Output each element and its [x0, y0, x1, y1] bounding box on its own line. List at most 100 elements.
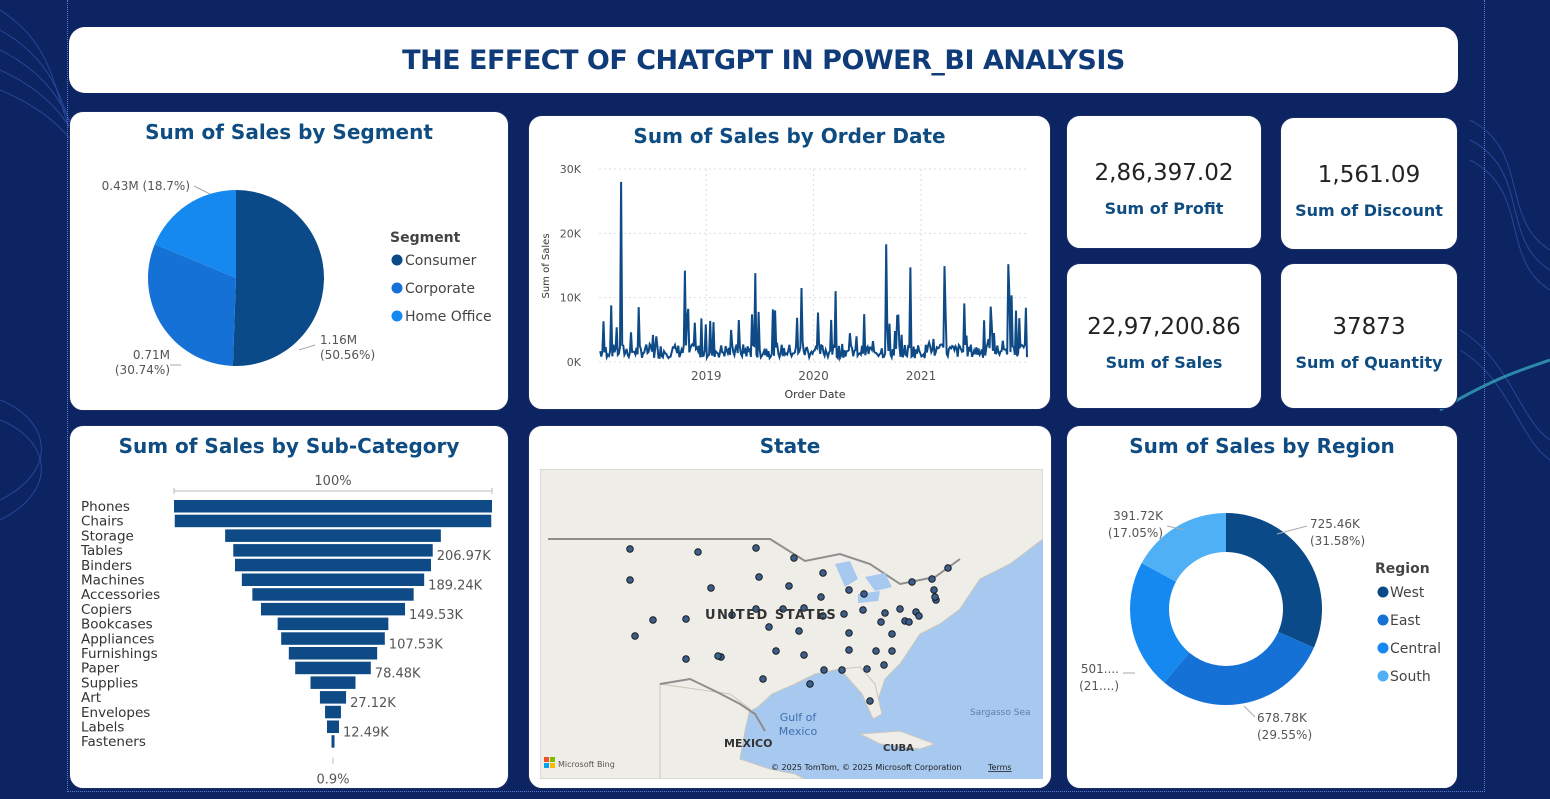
- region-donut-card[interactable]: Sum of Sales by Region 725.46K (31.58%) 67…: [1066, 425, 1458, 789]
- state-marker[interactable]: [880, 661, 888, 669]
- state-marker[interactable]: [800, 651, 808, 659]
- state-marker[interactable]: [752, 605, 760, 613]
- state-marker[interactable]: [682, 615, 690, 623]
- funnel-bar-fasteners[interactable]: [331, 735, 335, 748]
- state-marker[interactable]: [806, 680, 814, 688]
- legend-marker[interactable]: [1377, 670, 1389, 682]
- segment-pie-chart[interactable]: 1.16M (50.56%)0.71M (30.74%)0.43M (18.7%)S…: [70, 112, 510, 412]
- legend-label[interactable]: Consumer: [405, 253, 477, 269]
- state-marker[interactable]: [928, 575, 936, 583]
- legend-marker[interactable]: [1377, 586, 1389, 598]
- state-marker[interactable]: [859, 606, 867, 614]
- legend-label[interactable]: South: [1390, 669, 1431, 685]
- legend-label[interactable]: Corporate: [405, 281, 475, 297]
- state-marker[interactable]: [631, 632, 639, 640]
- state-marker[interactable]: [728, 611, 736, 619]
- state-marker[interactable]: [785, 582, 793, 590]
- state-marker[interactable]: [800, 604, 808, 612]
- legend-label[interactable]: Central: [1390, 641, 1441, 657]
- state-marker[interactable]: [877, 618, 885, 626]
- state-marker[interactable]: [790, 554, 798, 562]
- state-marker[interactable]: [779, 605, 787, 613]
- state-marker[interactable]: [860, 590, 868, 598]
- state-marker[interactable]: [819, 612, 827, 620]
- state-marker[interactable]: [845, 629, 853, 637]
- order-date-line-card[interactable]: Sum of Sales by Order Date 0K 10K 20K 30K 20…: [528, 115, 1051, 410]
- state-marker[interactable]: [759, 675, 767, 683]
- funnel-bar-bookcases[interactable]: [277, 617, 389, 631]
- state-marker[interactable]: [944, 564, 952, 572]
- legend-marker[interactable]: [391, 310, 403, 322]
- funnel-bar-tables[interactable]: [233, 544, 433, 557]
- state-marker[interactable]: [819, 569, 827, 577]
- state-marker[interactable]: [817, 593, 825, 601]
- funnel-bar-paper[interactable]: [295, 661, 371, 675]
- state-marker[interactable]: [795, 627, 803, 635]
- state-map[interactable]: UNITED STATES Gulf of Mexico MEXICO CUBA…: [540, 469, 1043, 779]
- funnel-bar-chairs[interactable]: [174, 514, 492, 528]
- pie-slice-home-office[interactable]: [154, 190, 236, 278]
- state-marker[interactable]: [931, 593, 939, 601]
- state-marker[interactable]: [866, 697, 874, 705]
- segment-pie-card[interactable]: Sum of Sales by Segment 1.16M (50.56%) 0.7…: [69, 111, 509, 411]
- region-donut-chart[interactable]: 725.46K (31.58%) 678.78K (29.55%) 501.... (21…: [1067, 426, 1459, 790]
- pie-slice-corporate[interactable]: [148, 244, 236, 366]
- state-marker[interactable]: [872, 647, 880, 655]
- state-marker[interactable]: [694, 548, 702, 556]
- state-marker[interactable]: [840, 610, 848, 618]
- funnel-bar-storage[interactable]: [225, 529, 441, 542]
- legend-label[interactable]: East: [1390, 613, 1421, 629]
- state-marker[interactable]: [888, 630, 896, 638]
- state-marker[interactable]: [915, 612, 923, 620]
- state-marker[interactable]: [863, 665, 871, 673]
- state-marker[interactable]: [626, 545, 634, 553]
- funnel-bar-machines[interactable]: [241, 573, 425, 587]
- funnel-bar-labels[interactable]: [326, 720, 340, 734]
- state-marker[interactable]: [881, 609, 889, 617]
- state-marker[interactable]: [752, 544, 760, 552]
- state-marker[interactable]: [772, 647, 780, 655]
- donut-slice-central[interactable]: [1130, 563, 1190, 683]
- legend-label[interactable]: West: [1390, 585, 1425, 601]
- state-marker[interactable]: [626, 576, 634, 584]
- state-marker[interactable]: [905, 618, 913, 626]
- funnel-bar-appliances[interactable]: [281, 632, 385, 645]
- state-marker[interactable]: [707, 584, 715, 592]
- funnel-bar-furnishings[interactable]: [288, 647, 378, 660]
- funnel-bar-phones[interactable]: [174, 500, 492, 513]
- sales-line-series[interactable]: [599, 181, 1028, 362]
- order-date-line-chart[interactable]: 0K 10K 20K 30K 2019 2020 2021 Order Date Sum of …: [529, 116, 1052, 411]
- funnel-bar-copiers[interactable]: [260, 602, 406, 616]
- state-marker[interactable]: [896, 605, 904, 613]
- legend-marker[interactable]: [391, 254, 403, 266]
- state-markers[interactable]: [626, 544, 952, 705]
- state-marker[interactable]: [682, 655, 690, 663]
- funnel-bar-binders[interactable]: [234, 558, 432, 572]
- state-marker[interactable]: [765, 623, 773, 631]
- state-map-card[interactable]: State UNITED STATES Gulf of Mexico MEXIC…: [528, 425, 1052, 789]
- state-marker[interactable]: [845, 646, 853, 654]
- donut-slice-east[interactable]: [1164, 631, 1314, 705]
- donut-slice-west[interactable]: [1226, 513, 1322, 648]
- state-marker[interactable]: [930, 586, 938, 594]
- pie-slice-consumer[interactable]: [232, 190, 324, 366]
- map-terms-link[interactable]: Terms: [987, 763, 1012, 772]
- funnel-bar-envelopes[interactable]: [325, 705, 341, 719]
- donut-slice-south[interactable]: [1141, 513, 1226, 582]
- state-marker[interactable]: [820, 666, 828, 674]
- subcategory-funnel-card[interactable]: Sum of Sales by Sub-Category 100% Phones C…: [69, 425, 509, 789]
- legend-marker[interactable]: [1377, 642, 1389, 654]
- state-marker[interactable]: [845, 586, 853, 594]
- funnel-bar-accessories[interactable]: [252, 588, 414, 601]
- state-marker[interactable]: [908, 578, 916, 586]
- state-marker[interactable]: [838, 666, 846, 674]
- state-marker[interactable]: [714, 652, 722, 660]
- legend-marker[interactable]: [1377, 614, 1389, 626]
- legend-label[interactable]: Home Office: [405, 309, 492, 325]
- state-marker[interactable]: [649, 616, 657, 624]
- state-marker[interactable]: [888, 647, 896, 655]
- legend-marker[interactable]: [391, 282, 403, 294]
- funnel-bar-supplies[interactable]: [310, 676, 356, 689]
- state-marker[interactable]: [755, 573, 763, 581]
